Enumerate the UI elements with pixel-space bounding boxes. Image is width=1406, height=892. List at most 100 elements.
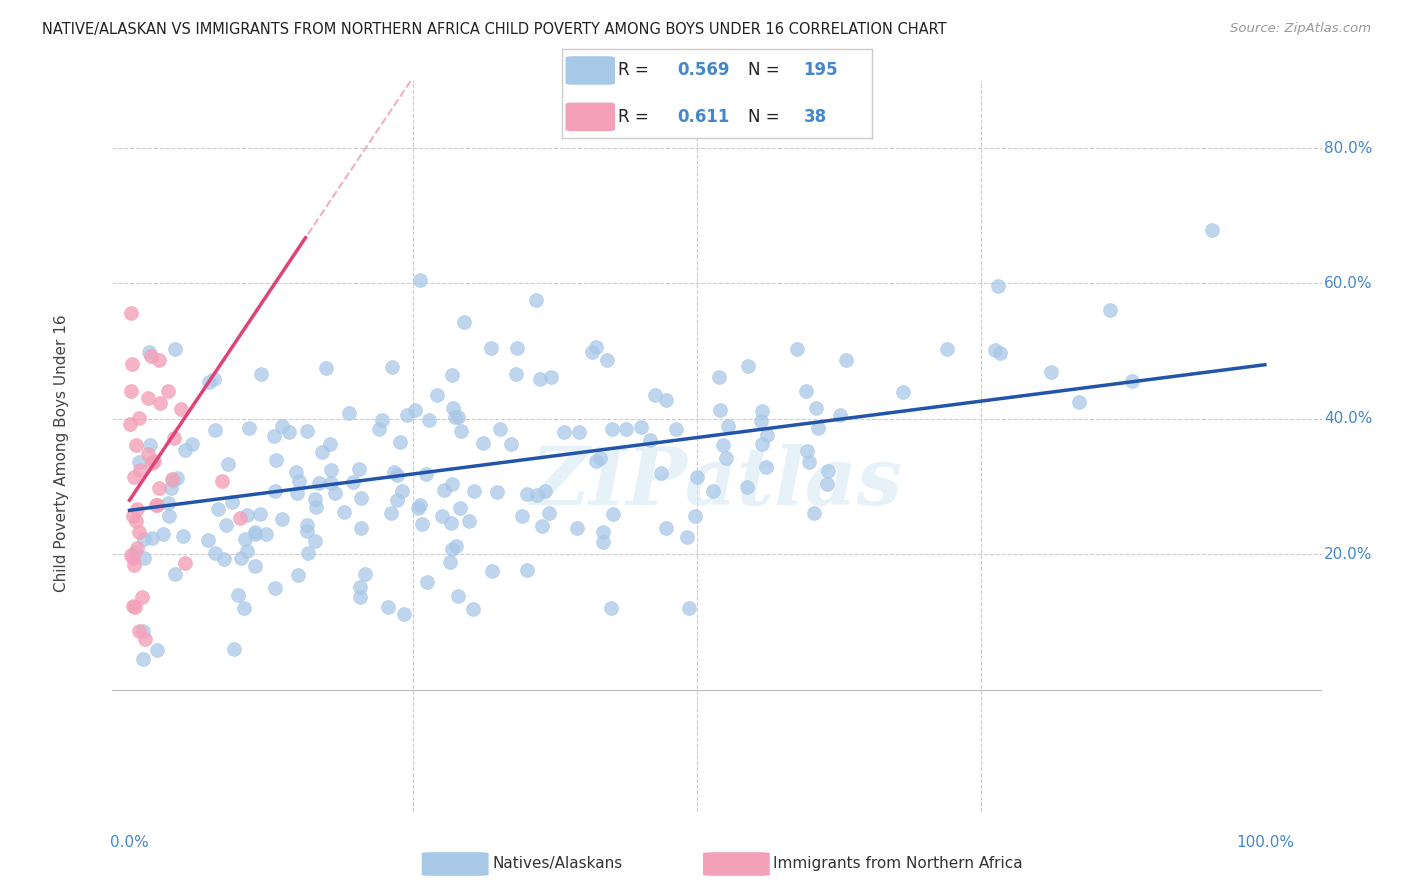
Point (471, 436, 494, 450)
Point (395, 408, 418, 422)
Point (148, 481, 170, 495)
Point (157, 384, 180, 398)
Point (702, 483, 724, 498)
Point (342, 475, 364, 489)
Point (650, 466, 672, 480)
Point (337, 406, 360, 420)
Point (380, 507, 402, 521)
Point (284, 465, 307, 479)
Point (349, 590, 371, 604)
Point (751, 404, 773, 418)
Point (285, 485, 308, 500)
Point (516, 563, 538, 577)
Point (506, 342, 529, 356)
Point (675, 530, 697, 544)
Point (565, 521, 588, 535)
Point (212, 552, 235, 566)
Point (297, 546, 319, 560)
Text: R =: R = (619, 62, 654, 79)
Point (655, 393, 678, 408)
Point (678, 600, 700, 615)
Point (347, 462, 370, 476)
Point (409, 499, 432, 513)
Point (202, 372, 225, 386)
Point (139, 438, 162, 452)
Point (211, 474, 233, 488)
Point (1069, 395, 1091, 409)
Point (524, 293, 547, 307)
Point (319, 437, 342, 451)
Point (222, 642, 245, 657)
Point (215, 518, 238, 533)
Point (198, 375, 221, 389)
Point (333, 505, 356, 519)
Point (142, 453, 165, 467)
Point (453, 315, 475, 329)
Point (166, 471, 188, 485)
Point (835, 352, 858, 367)
Point (121, 550, 143, 565)
Point (409, 273, 432, 287)
Point (207, 501, 229, 516)
Text: 60.0%: 60.0% (1324, 276, 1372, 291)
Point (786, 342, 808, 356)
Point (984, 343, 1007, 357)
Point (118, 417, 141, 431)
Point (124, 437, 146, 451)
Point (141, 531, 163, 545)
Point (323, 486, 346, 500)
Point (388, 435, 411, 450)
Point (447, 410, 470, 425)
Point (228, 511, 250, 525)
Point (233, 533, 256, 547)
Point (169, 401, 191, 416)
Point (136, 391, 159, 405)
FancyBboxPatch shape (565, 103, 614, 131)
Text: R =: R = (619, 108, 654, 126)
Point (124, 470, 146, 484)
Point (935, 343, 957, 357)
Point (755, 459, 778, 474)
Point (797, 455, 820, 469)
Point (134, 632, 156, 646)
Point (425, 388, 447, 402)
Text: 0.611: 0.611 (676, 108, 730, 126)
Point (592, 524, 614, 539)
Point (146, 499, 169, 513)
Point (1121, 374, 1143, 388)
Point (174, 556, 197, 570)
FancyBboxPatch shape (422, 852, 489, 876)
Point (125, 541, 148, 555)
Point (737, 359, 759, 374)
Point (449, 501, 471, 516)
Point (384, 466, 406, 480)
Point (163, 342, 186, 356)
Point (596, 352, 619, 367)
Point (526, 488, 548, 502)
Text: ZIPatlas: ZIPatlas (531, 444, 903, 521)
Point (616, 422, 638, 436)
Point (238, 421, 260, 435)
Point (204, 423, 226, 437)
Point (304, 491, 326, 506)
Point (122, 509, 145, 524)
Point (160, 472, 183, 486)
Point (444, 540, 467, 554)
Text: 100.0%: 100.0% (1236, 836, 1294, 850)
Point (463, 602, 485, 616)
Text: 20.0%: 20.0% (1324, 547, 1372, 562)
Point (439, 555, 461, 569)
Text: 0.569: 0.569 (676, 62, 730, 79)
Point (589, 450, 612, 465)
Point (404, 403, 426, 417)
FancyBboxPatch shape (565, 56, 614, 85)
Point (644, 388, 666, 402)
Point (411, 516, 433, 531)
Point (707, 369, 730, 384)
Point (441, 476, 464, 491)
Point (304, 533, 326, 548)
Point (479, 341, 502, 355)
Point (128, 624, 150, 638)
FancyBboxPatch shape (703, 852, 770, 876)
Point (756, 428, 779, 442)
